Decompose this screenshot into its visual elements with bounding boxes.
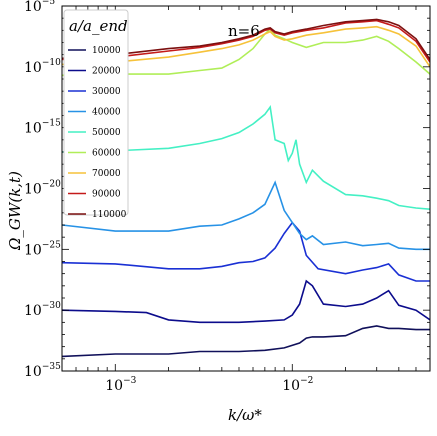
ticks-layer: 10−3 10−2 10−5 10−10 10−15 10−20 10−25 10−30 10−… <box>24 0 431 394</box>
series-line-70000 <box>62 25 430 68</box>
series-line-40000 <box>62 180 430 251</box>
y-tick-label: 10−20 <box>24 180 61 198</box>
legend-title: a/a_end <box>69 17 128 35</box>
y-tick-label: 10−10 <box>24 58 61 76</box>
legend-label-30000: 30000 <box>92 87 121 97</box>
y-tick-label: 10−25 <box>24 240 61 258</box>
legend-label-110000: 110000 <box>92 210 127 220</box>
series-layer <box>62 18 430 358</box>
legend-label-10000: 10000 <box>92 46 121 56</box>
y-tick-label: 10−30 <box>24 301 61 319</box>
legend-label-40000: 40000 <box>92 108 121 118</box>
legend-label-70000: 70000 <box>92 169 121 179</box>
series-line-110000 <box>62 18 430 60</box>
series-line-10000 <box>62 325 430 358</box>
legend-items: 10000 20000 30000 40000 50000 60000 70000 90000… <box>68 46 127 220</box>
x-tick-label: 10−3 <box>105 376 136 394</box>
y-tick-label: 10−15 <box>24 119 61 137</box>
x-tick-label: 10−2 <box>282 376 313 394</box>
legend-label-50000: 50000 <box>92 128 121 138</box>
series-line-60000 <box>62 27 430 77</box>
series-line-50000 <box>62 104 430 210</box>
legend-label-90000: 90000 <box>92 190 121 200</box>
y-axis-label: Ω_GW(k,t) <box>6 171 24 251</box>
series-line-90000 <box>62 19 430 63</box>
legend: a/a_end 10000 20000 30000 40000 50000 60000 70… <box>63 9 129 220</box>
legend-label-20000: 20000 <box>92 67 121 77</box>
legend-label-60000: 60000 <box>92 149 121 159</box>
legend-box <box>63 9 129 216</box>
y-tick-label: 10−5 <box>24 0 55 15</box>
series-line-20000 <box>62 279 430 324</box>
x-axis-label: k/ω* <box>228 406 262 424</box>
y-tick-label: 10−35 <box>24 362 61 380</box>
annotation-n: n=6 <box>228 22 260 40</box>
